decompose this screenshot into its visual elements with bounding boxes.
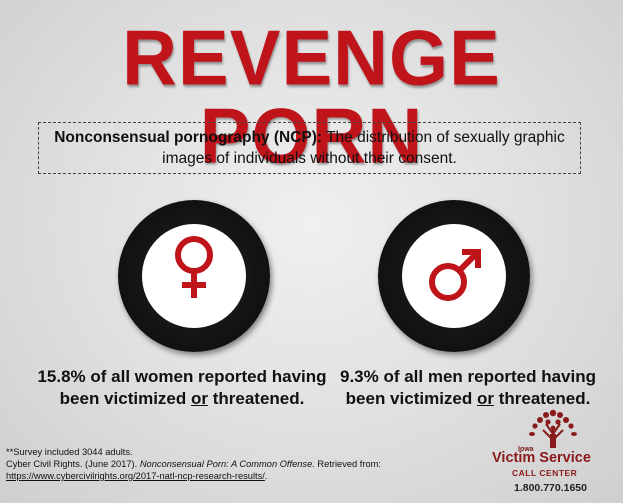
- tree-logo-icon: [529, 409, 577, 448]
- male-symbol-icon: [429, 249, 481, 301]
- women-stat-line1: 15.8% of all women reported having: [37, 367, 327, 386]
- logo-subtitle: CALL CENTER: [512, 468, 578, 478]
- definition-term: Nonconsensual pornography (NCP):: [54, 129, 323, 146]
- definition-text: The distribution of sexually graphic ima…: [162, 129, 565, 167]
- men-stat: 9.3% of all men reported having been vic…: [318, 366, 618, 410]
- victim-service-logo: Iowa Victim Service CALL CENTER 1.800.77…: [488, 408, 618, 498]
- survey-note: **Survey included 3044 adults.: [6, 447, 133, 457]
- footnote: **Survey included 3044 adults. Cyber Civ…: [6, 446, 381, 482]
- women-stat-line2: been victimized or threatened.: [59, 389, 305, 408]
- logo-state: Iowa: [518, 446, 534, 453]
- citation-link[interactable]: https://www.cybercivilrights.org/2017-na…: [6, 471, 265, 481]
- definition-box: Nonconsensual pornography (NCP): The dis…: [38, 122, 581, 174]
- citation: Cyber Civil Rights. (June 2017). Noncons…: [6, 459, 381, 469]
- men-stat-line2: been victimized or threatened.: [345, 389, 591, 408]
- logo-phone: 1.800.770.1650: [514, 482, 587, 494]
- male-circle: [378, 200, 530, 352]
- female-symbol-icon: [175, 236, 213, 298]
- women-stat: 15.8% of all women reported having been …: [32, 366, 332, 410]
- page-title: REVENGE PORN: [122, 15, 501, 180]
- men-stat-line1: 9.3% of all men reported having: [339, 367, 596, 386]
- female-circle: [118, 200, 270, 352]
- logo-name: Victim Service: [492, 450, 591, 466]
- citation-url-line: https://www.cybercivilrights.org/2017-na…: [6, 471, 268, 481]
